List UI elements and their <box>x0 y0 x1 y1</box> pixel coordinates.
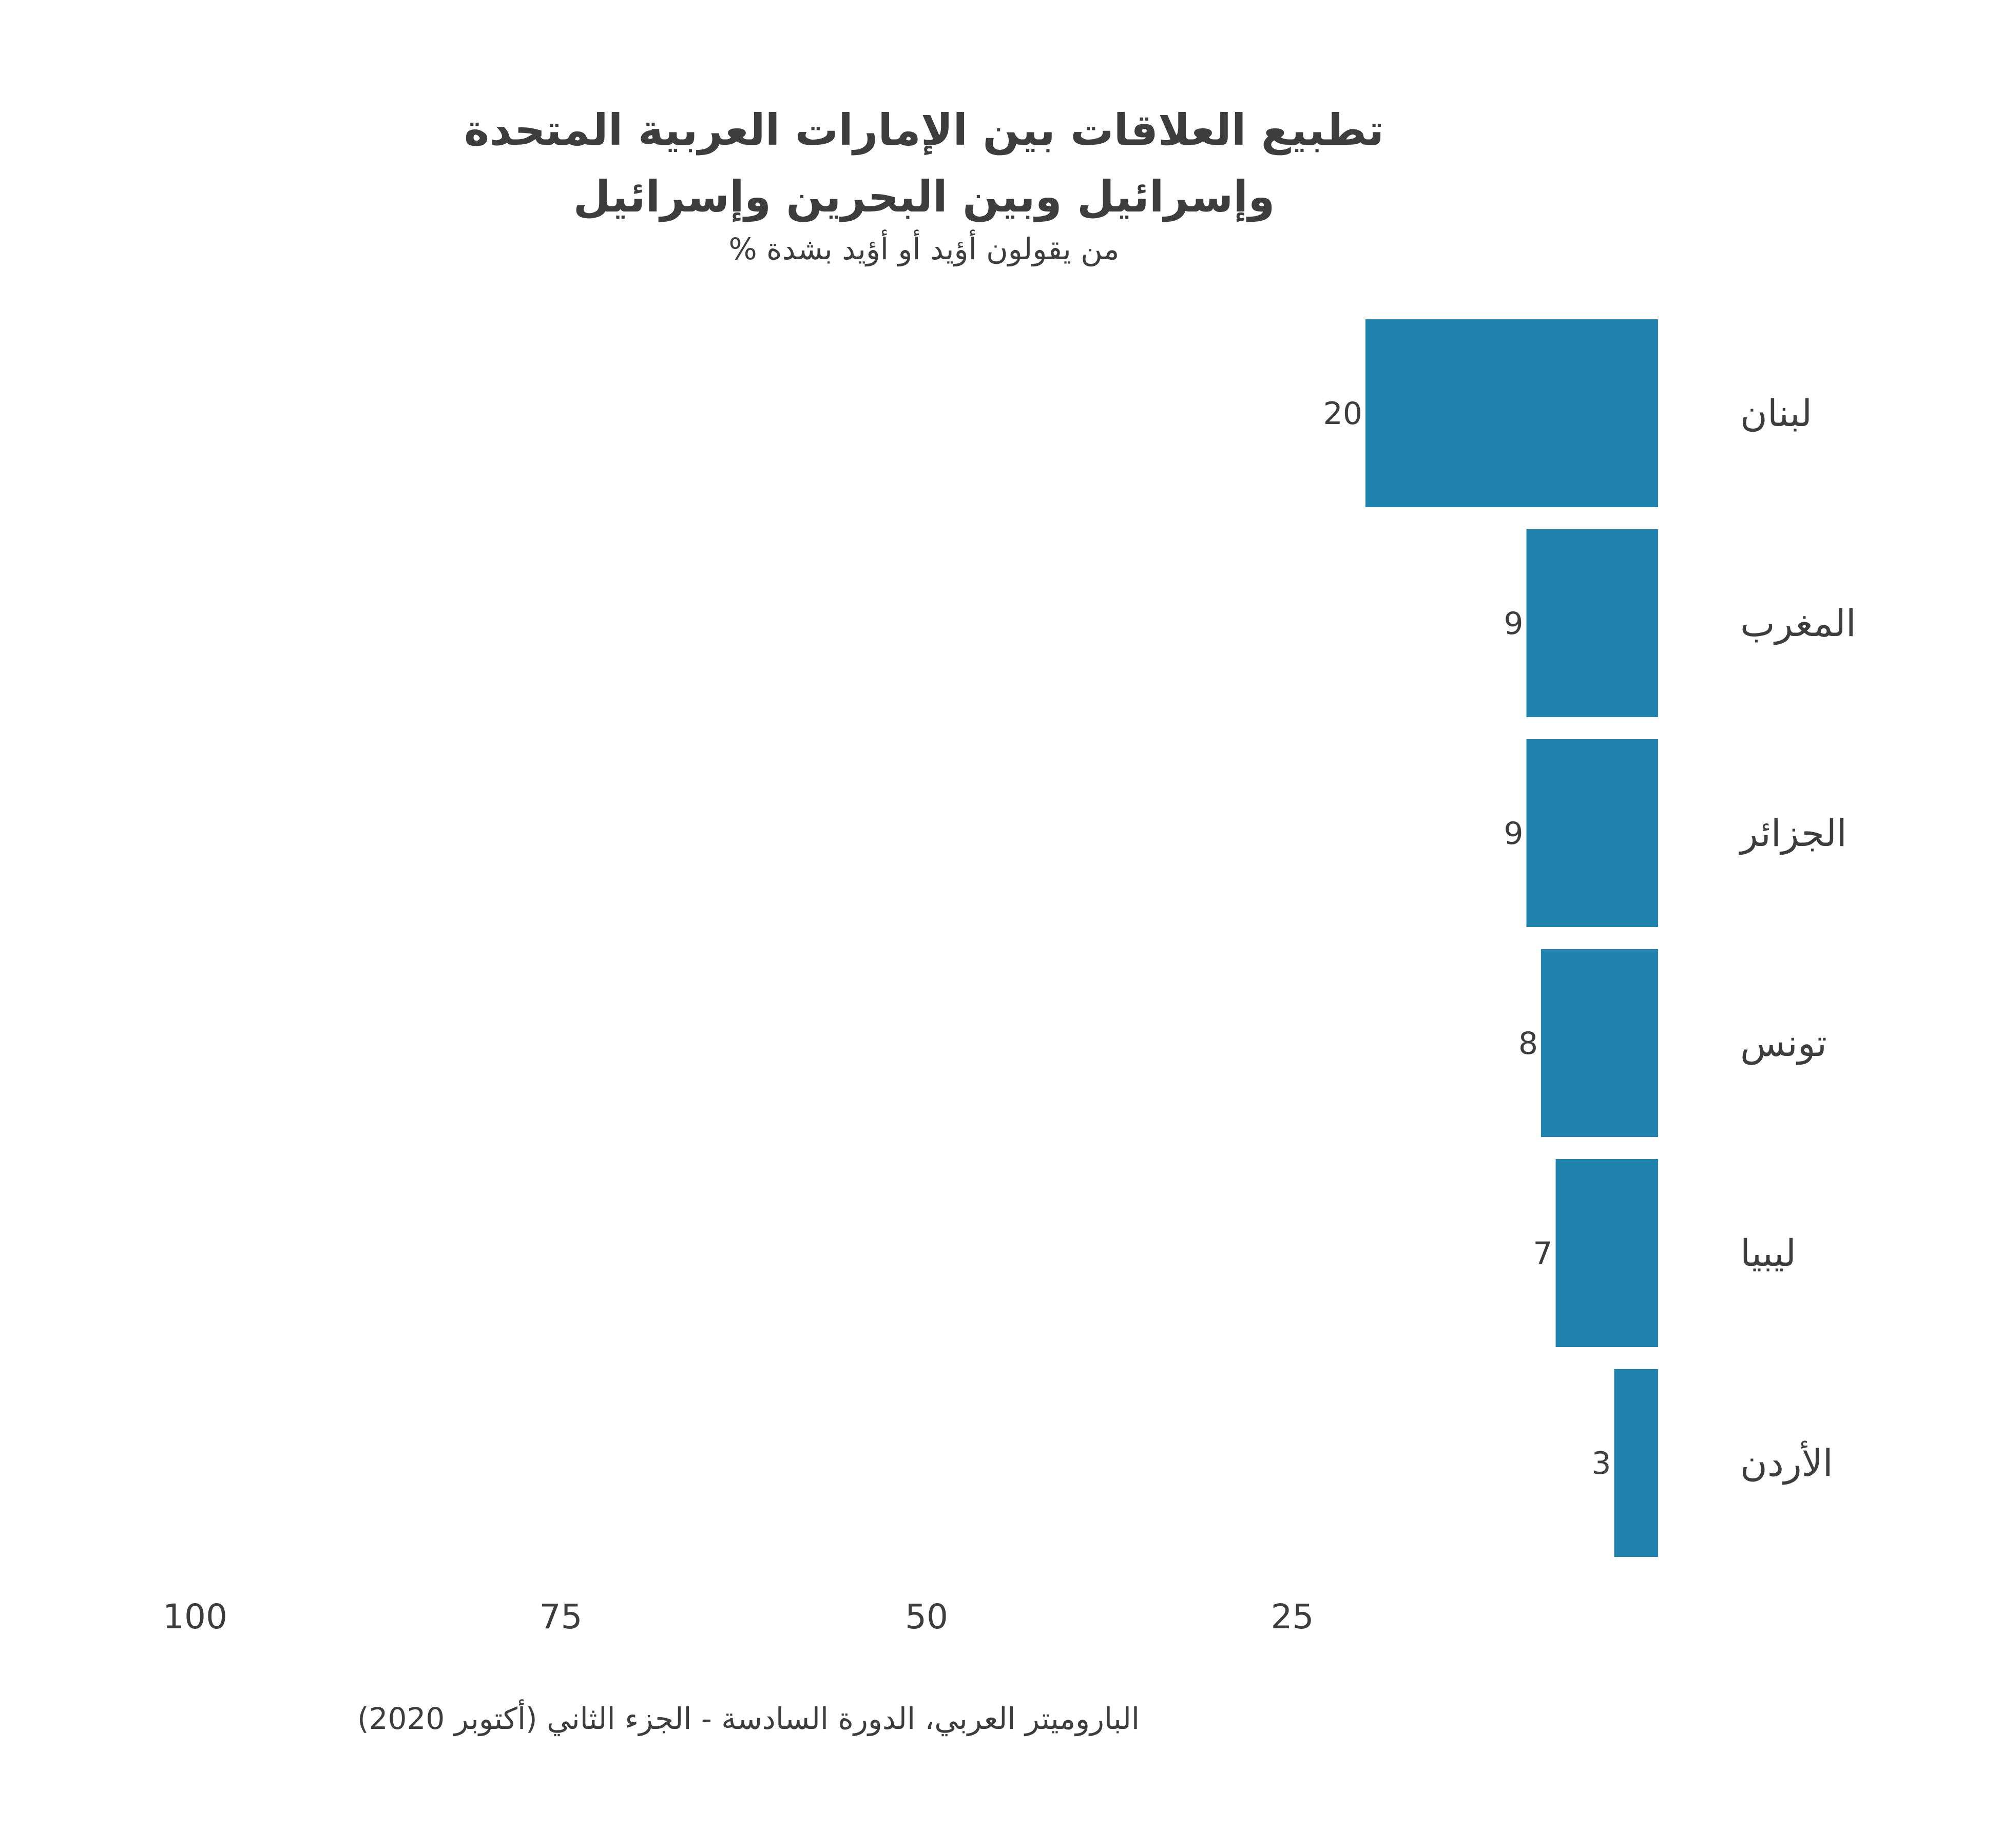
x-tick-label: 25 <box>1271 1597 1314 1637</box>
value-labels: 20 9 9 8 7 3 <box>1323 396 1611 1481</box>
bar-series <box>1365 319 1658 1557</box>
chart-title-line-2: وإسرائيل وبين البحرين وإسرائيل <box>573 171 1275 222</box>
x-tick-label: 50 <box>905 1597 948 1637</box>
bar <box>1541 949 1658 1137</box>
category-label: تونس <box>1740 1022 1827 1065</box>
bar <box>1365 319 1658 507</box>
source-note: الباروميتر العربي، الدورة السادسة - الجز… <box>357 1699 1140 1737</box>
chart-title: تطبيع العلاقات بين الإمارات العربية المت… <box>464 105 1384 222</box>
bar <box>1526 529 1658 717</box>
bar-value-label: 8 <box>1518 1026 1538 1062</box>
bar-value-label: 3 <box>1591 1446 1611 1481</box>
category-label: الأردن <box>1740 1440 1833 1485</box>
category-label: ليبيا <box>1740 1231 1796 1275</box>
category-label: الجزائر <box>1739 812 1847 855</box>
bar-value-label: 7 <box>1533 1236 1552 1272</box>
x-tick-label: 75 <box>540 1597 583 1637</box>
chart-title-line-1: تطبيع العلاقات بين الإمارات العربية المت… <box>464 105 1384 156</box>
bar-value-label: 9 <box>1504 606 1523 642</box>
bar-value-label: 20 <box>1323 396 1362 432</box>
chart-subtitle: % من يقولون أؤيد أو أؤيد بشدة <box>729 229 1120 267</box>
bar <box>1555 1159 1658 1347</box>
bar-value-label: 9 <box>1504 816 1523 852</box>
x-axis-ticks: 100 75 50 25 <box>163 1597 1314 1637</box>
x-tick-label: 100 <box>163 1597 227 1637</box>
category-label: لبنان <box>1740 392 1812 435</box>
bar <box>1614 1369 1658 1557</box>
category-labels: لبنان المغرب الجزائر تونس ليبيا الأردن <box>1739 392 1856 1485</box>
bar <box>1526 739 1658 927</box>
category-label: المغرب <box>1740 602 1856 645</box>
